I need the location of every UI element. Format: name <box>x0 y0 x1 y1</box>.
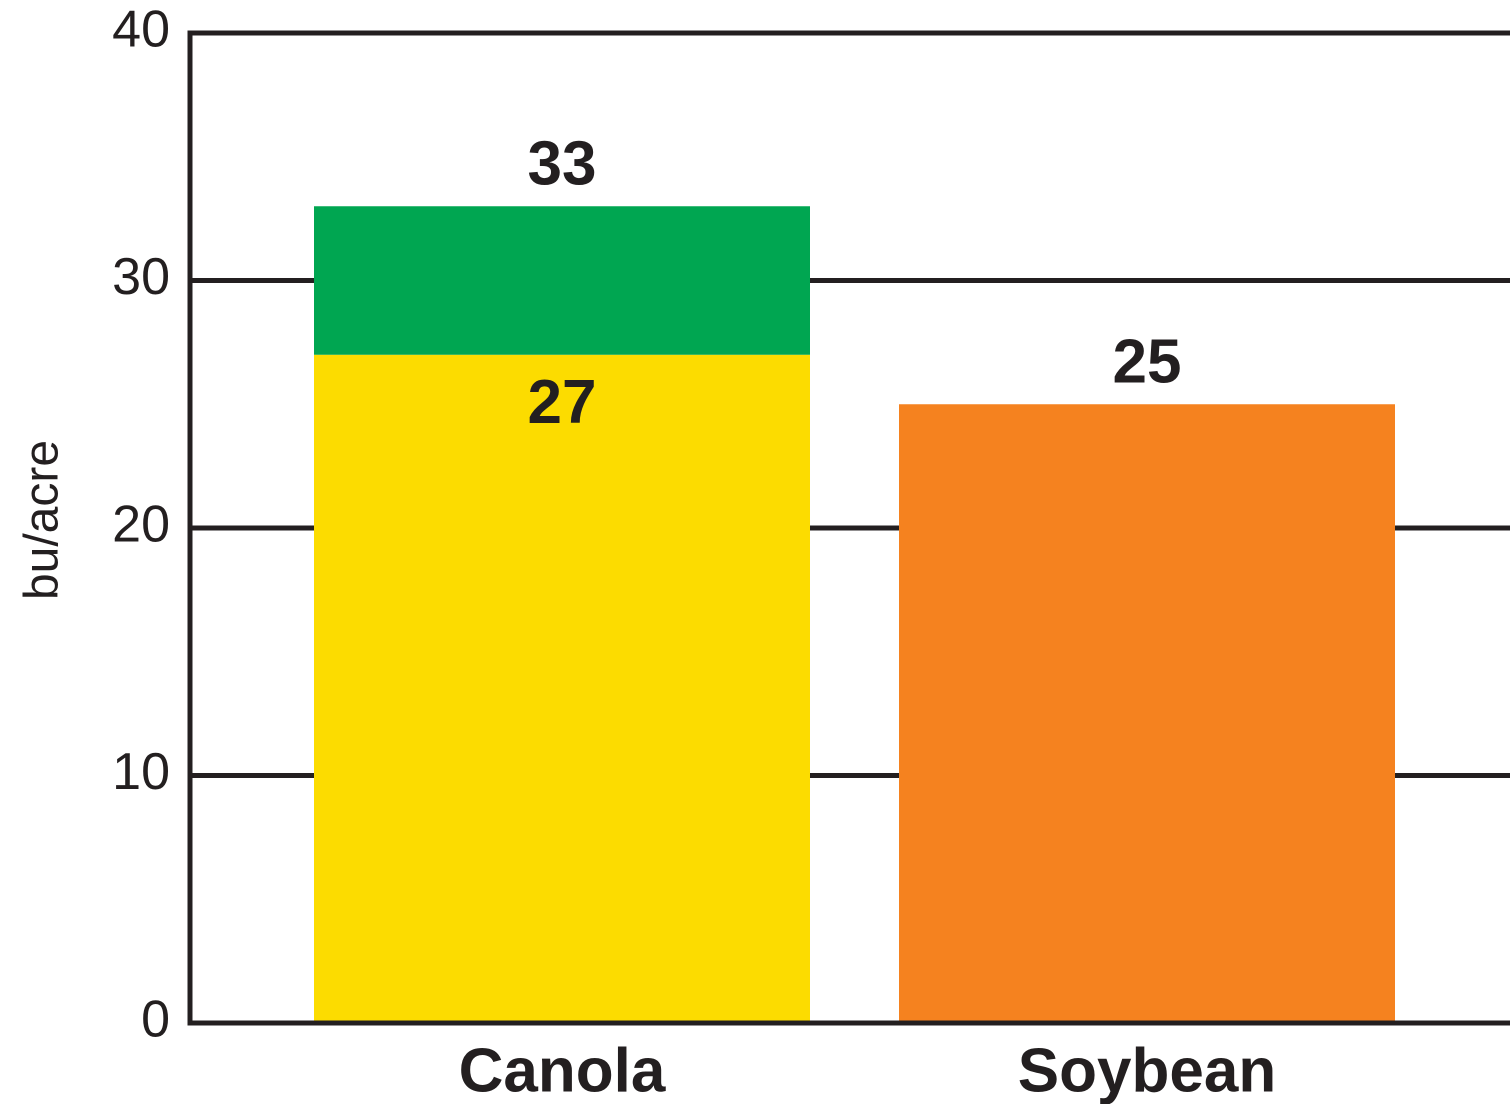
y-tick-label: 40 <box>112 1 170 59</box>
y-tick-label: 0 <box>141 991 170 1049</box>
bar-segment <box>899 404 1395 1023</box>
y-axis-label: bu/acre <box>16 440 69 600</box>
axes: 0 10 20 30 40 Canola Soybean <box>112 1 1510 1104</box>
bars: 27 33 25 <box>314 130 1395 1023</box>
value-label: 27 <box>528 368 597 437</box>
y-tick-label: 10 <box>112 743 170 801</box>
y-tick-label: 30 <box>112 248 170 306</box>
bar-segment <box>314 206 810 355</box>
x-tick-label: Canola <box>459 1036 666 1104</box>
total-label: 33 <box>528 130 597 199</box>
bar-segment <box>314 354 810 1023</box>
y-tick-label: 20 <box>112 496 170 554</box>
x-tick-label: Soybean <box>1018 1036 1276 1104</box>
value-label: 25 <box>1113 328 1182 397</box>
